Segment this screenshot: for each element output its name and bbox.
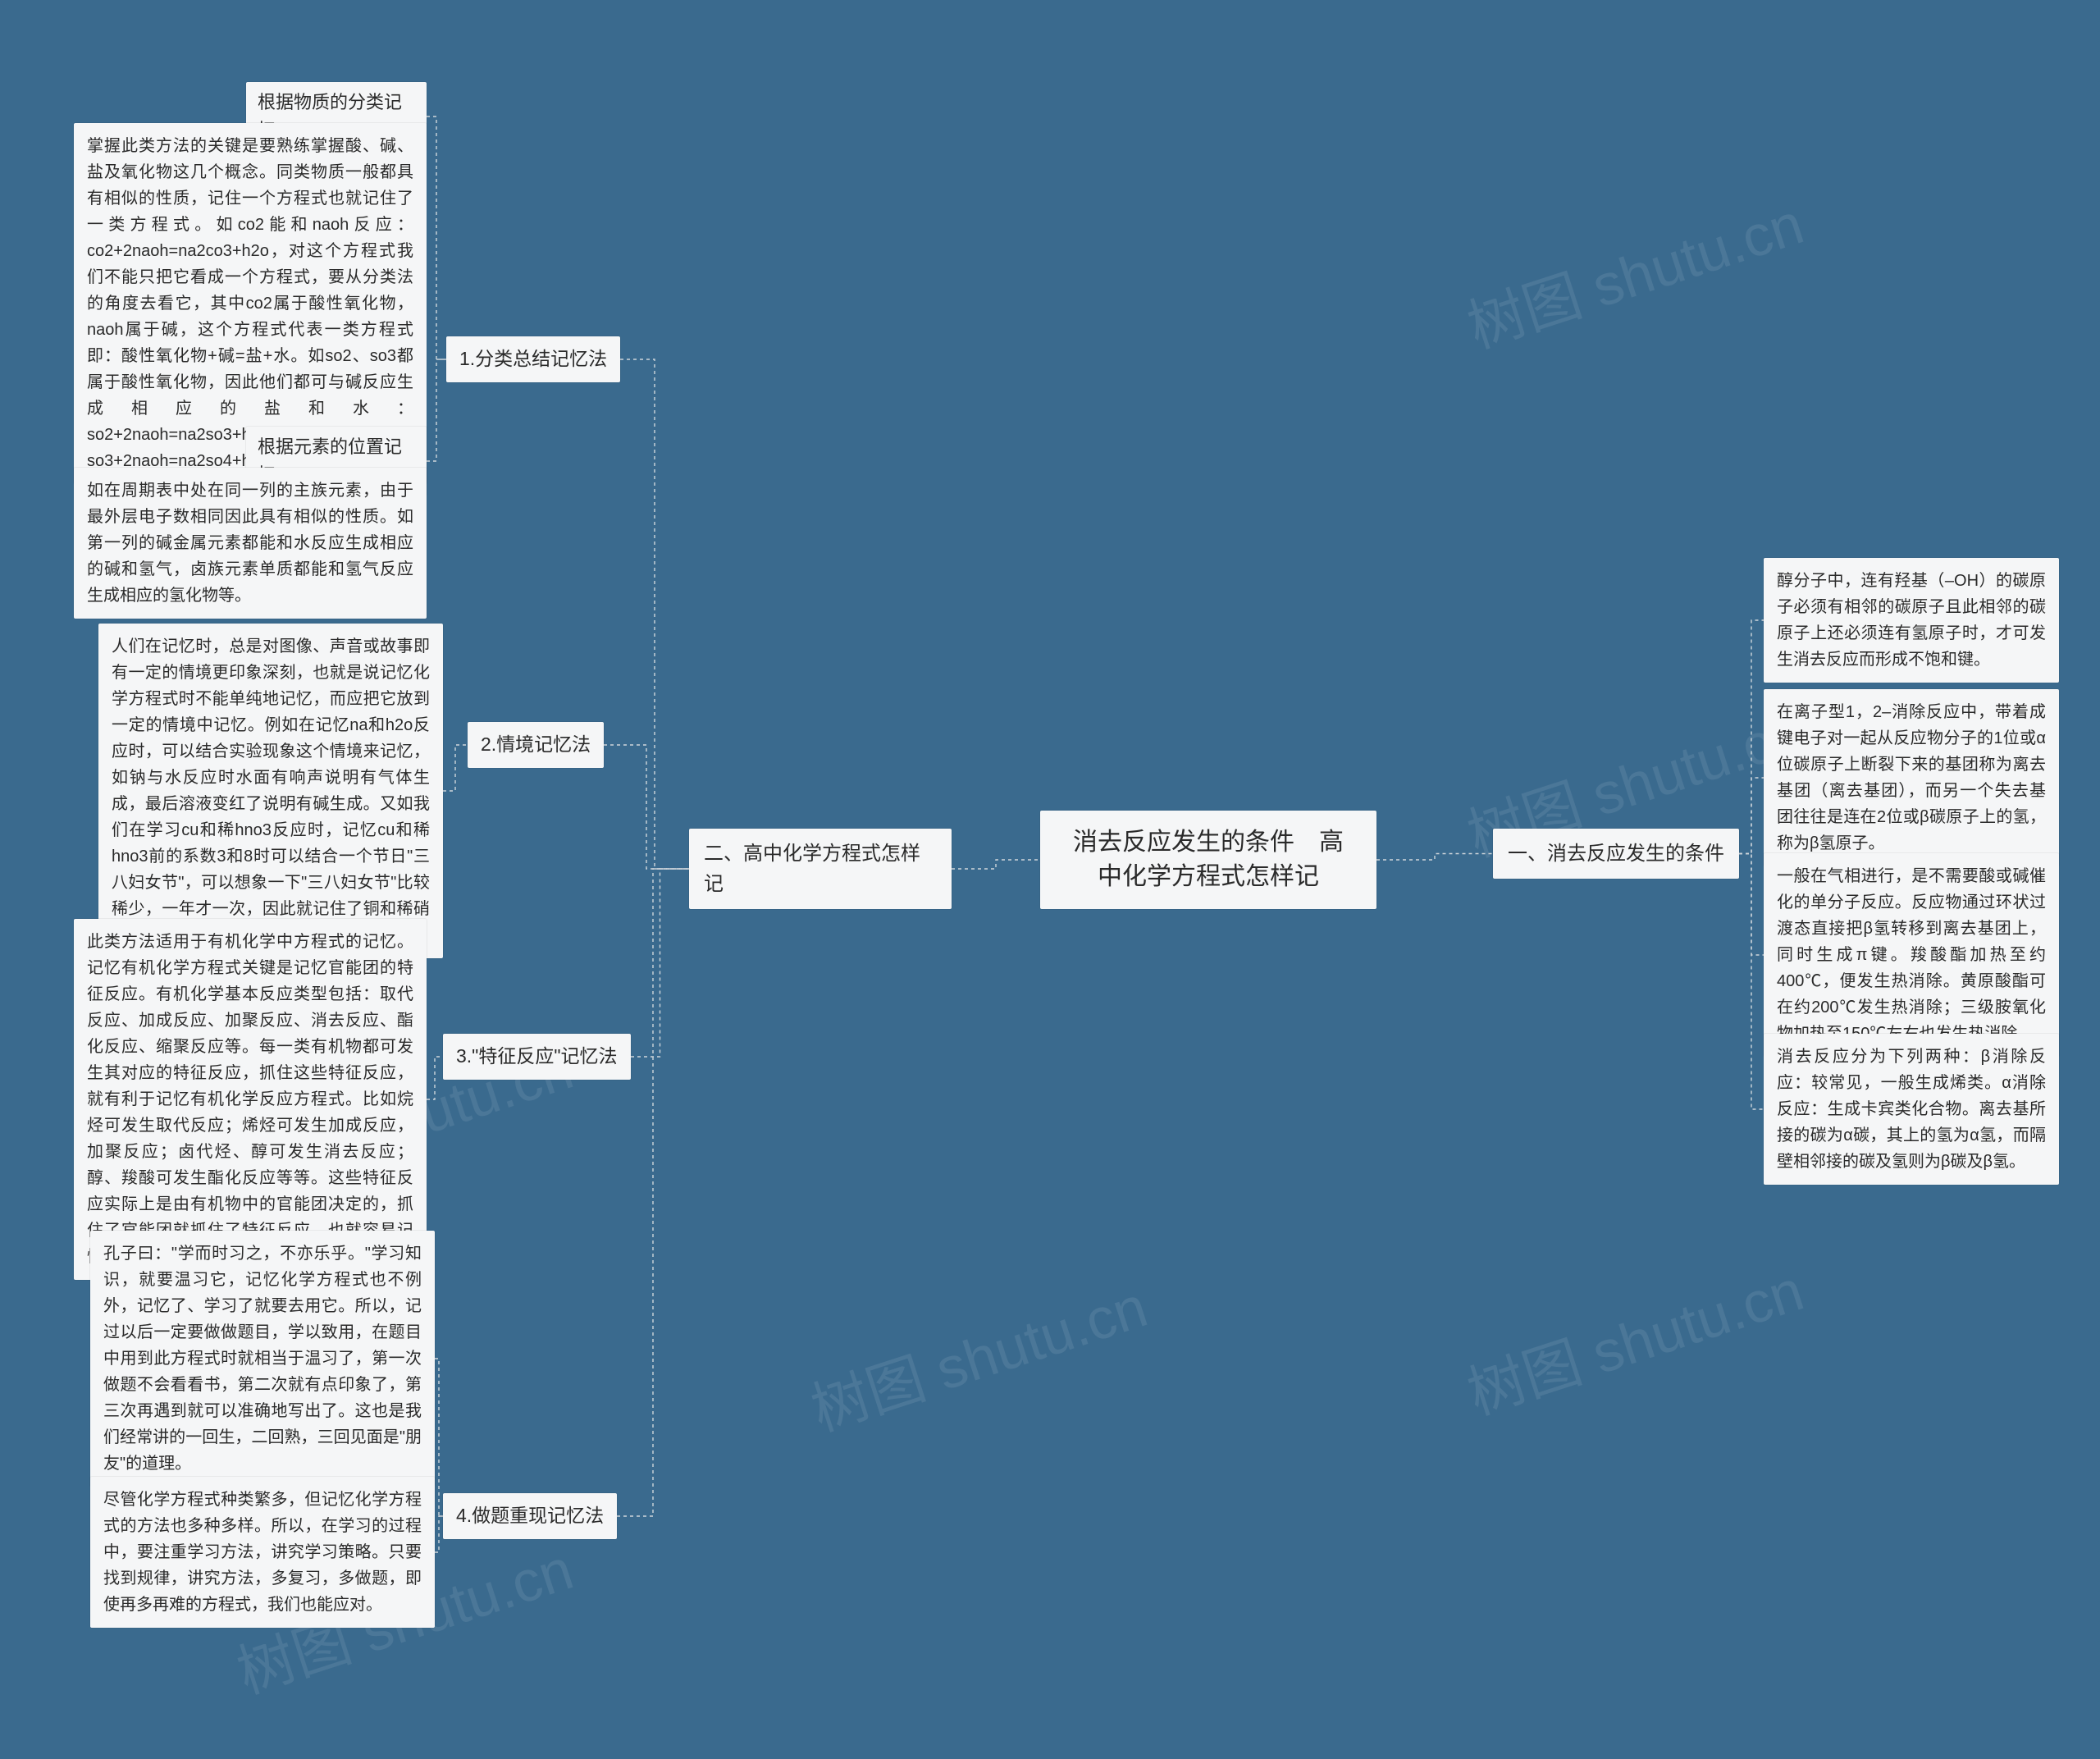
- left-branch-label: 二、高中化学方程式怎样记: [689, 829, 952, 909]
- method-m4: 4.做题重现记忆法: [443, 1493, 617, 1539]
- method-m1: 1.分类总结记忆法: [446, 336, 620, 382]
- watermark: 树图 shutu.cn: [800, 1261, 1157, 1447]
- method-m3: 3."特征反应"记忆法: [443, 1034, 631, 1080]
- right-branch-label: 一、消去反应发生的条件: [1493, 829, 1739, 879]
- para-p4b: 尽管化学方程式种类繁多，但记忆化学方程式的方法也多种多样。所以，在学习的过程中，…: [90, 1477, 435, 1628]
- watermark: 树图 shutu.cn: [1456, 178, 1813, 364]
- right-child-r2: 在离子型1，2–消除反应中，带着成键电子对一起从反应物分子的1位或α位碳原子上断…: [1764, 689, 2059, 866]
- para-p4a: 孔子曰："学而时习之，不亦乐乎。"学习知识，就要温习它，记忆化学方程式也不例外，…: [90, 1231, 435, 1487]
- para-p1b: 如在周期表中处在同一列的主族元素，由于最外层电子数相同因此具有相似的性质。如第一…: [74, 468, 427, 619]
- para-p2: 人们在记忆时，总是对图像、声音或故事即有一定的情境更印象深刻，也就是说记忆化学方…: [98, 624, 443, 958]
- right-child-r4: 消去反应分为下列两种：β消除反应：较常见，一般生成烯类。α消除反应：生成卡宾类化…: [1764, 1034, 2059, 1185]
- right-child-r1: 醇分子中，连有羟基（–OH）的碳原子必须有相邻的碳原子且此相邻的碳原子上还必须连…: [1764, 558, 2059, 683]
- right-child-r3: 一般在气相进行，是不需要酸或碱催化的单分子反应。反应物通过环状过渡态直接把β氢转…: [1764, 853, 2059, 1057]
- method-m2: 2.情境记忆法: [468, 722, 604, 768]
- para-p3: 此类方法适用于有机化学中方程式的记忆。记忆有机化学方程式关键是记忆官能团的特征反…: [74, 919, 427, 1280]
- watermark: 树图 shutu.cn: [1456, 1245, 1813, 1431]
- center-node: 消去反应发生的条件 高中化学方程式怎样记: [1040, 811, 1376, 909]
